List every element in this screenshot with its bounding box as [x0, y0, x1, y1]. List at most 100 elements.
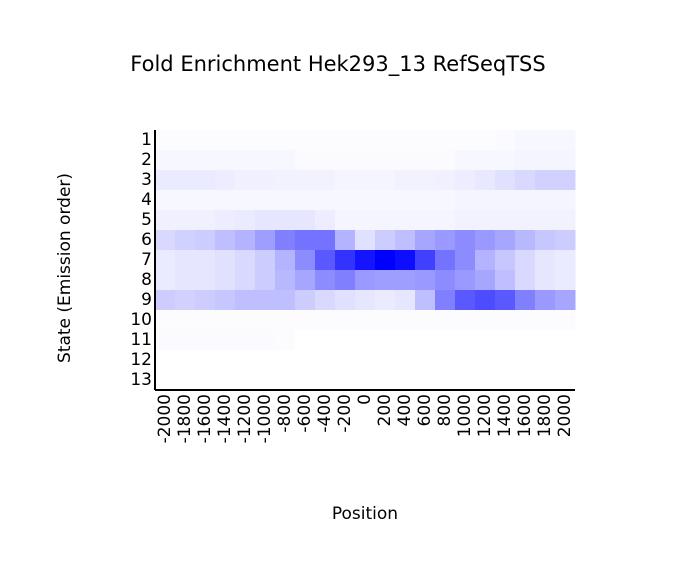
x-tick-label: 2000 — [555, 394, 575, 437]
x-tick-label: 800 — [435, 394, 455, 426]
heat-cell — [455, 170, 476, 191]
heat-cell — [255, 350, 276, 371]
heat-cell — [255, 330, 276, 351]
heat-cell — [495, 250, 516, 271]
heat-cell — [215, 230, 236, 251]
heat-cell — [435, 250, 456, 271]
heat-cell — [195, 210, 216, 231]
heat-cell — [155, 370, 176, 391]
heat-cell — [155, 150, 176, 171]
heat-cell — [355, 310, 376, 331]
heat-cell — [495, 190, 516, 211]
heat-cell — [455, 130, 476, 151]
heat-cell — [395, 150, 416, 171]
heat-cell — [395, 270, 416, 291]
heat-cell — [375, 350, 396, 371]
heat-cell — [555, 250, 576, 271]
heat-cell — [455, 350, 476, 371]
heat-cell — [415, 170, 436, 191]
heat-cell — [315, 250, 336, 271]
heat-cell — [515, 330, 536, 351]
heat-cell — [295, 150, 316, 171]
heat-cell — [475, 170, 496, 191]
heat-cell — [235, 250, 256, 271]
heat-cell — [315, 350, 336, 371]
heat-cell — [395, 310, 416, 331]
heat-cell — [155, 190, 176, 211]
heat-cell — [255, 130, 276, 151]
heat-cell — [535, 190, 556, 211]
y-axis-label: State (Emission order) — [55, 173, 75, 363]
heat-cell — [215, 290, 236, 311]
y-tick-label: 11 — [130, 330, 152, 350]
heat-cell — [235, 270, 256, 291]
heat-cell — [555, 150, 576, 171]
heat-cell — [435, 150, 456, 171]
heat-cell — [155, 250, 176, 271]
y-tick-label: 1 — [141, 130, 152, 150]
x-tick-label: 1600 — [515, 394, 535, 437]
heat-cell — [235, 210, 256, 231]
heat-cell — [355, 270, 376, 291]
x-tick-label: -1000 — [255, 394, 275, 443]
heat-cell — [355, 170, 376, 191]
heat-cell — [515, 190, 536, 211]
heat-cell — [435, 130, 456, 151]
heat-cell — [175, 310, 196, 331]
heat-cell — [215, 270, 236, 291]
heat-cell — [255, 230, 276, 251]
heat-cell — [175, 250, 196, 271]
heat-cell — [435, 210, 456, 231]
heat-cell — [275, 370, 296, 391]
y-tick-label: 3 — [141, 170, 152, 190]
heat-cell — [315, 310, 336, 331]
heat-cell — [375, 130, 396, 151]
heat-cell — [275, 290, 296, 311]
heat-cell — [515, 370, 536, 391]
heat-cell — [255, 290, 276, 311]
heat-cell — [435, 310, 456, 331]
heat-cell — [275, 230, 296, 251]
heat-cell — [355, 130, 376, 151]
heat-cell — [175, 330, 196, 351]
heat-cell — [435, 270, 456, 291]
heat-cell — [155, 310, 176, 331]
heat-cell — [375, 370, 396, 391]
heat-cell — [515, 130, 536, 151]
heat-cell — [535, 130, 556, 151]
heat-cell — [395, 290, 416, 311]
heat-cell — [255, 250, 276, 271]
heat-cell — [335, 230, 356, 251]
x-tick-label: -1600 — [195, 394, 215, 443]
heat-cell — [255, 210, 276, 231]
heat-cell — [475, 190, 496, 211]
heat-cell — [375, 250, 396, 271]
y-tick-label: 6 — [141, 230, 152, 250]
heat-cell — [555, 230, 576, 251]
heat-cell — [195, 330, 216, 351]
heat-cell — [475, 150, 496, 171]
x-tick-label: -400 — [315, 394, 335, 433]
heat-cell — [475, 350, 496, 371]
heat-cell — [235, 170, 256, 191]
heat-cell — [235, 370, 256, 391]
heat-cell — [395, 190, 416, 211]
heat-cell — [335, 210, 356, 231]
heat-cell — [435, 330, 456, 351]
heat-cell — [335, 150, 356, 171]
heat-cell — [255, 170, 276, 191]
heat-cell — [215, 310, 236, 331]
heat-cell — [375, 290, 396, 311]
heat-cell — [415, 290, 436, 311]
heat-cell — [195, 190, 216, 211]
heat-cell — [495, 290, 516, 311]
heat-cell — [235, 310, 256, 331]
heat-cell — [475, 310, 496, 331]
heat-cell — [215, 210, 236, 231]
heat-cell — [235, 150, 256, 171]
heat-cell — [535, 370, 556, 391]
heat-cell — [275, 150, 296, 171]
heat-cell — [455, 270, 476, 291]
heat-cell — [295, 170, 316, 191]
